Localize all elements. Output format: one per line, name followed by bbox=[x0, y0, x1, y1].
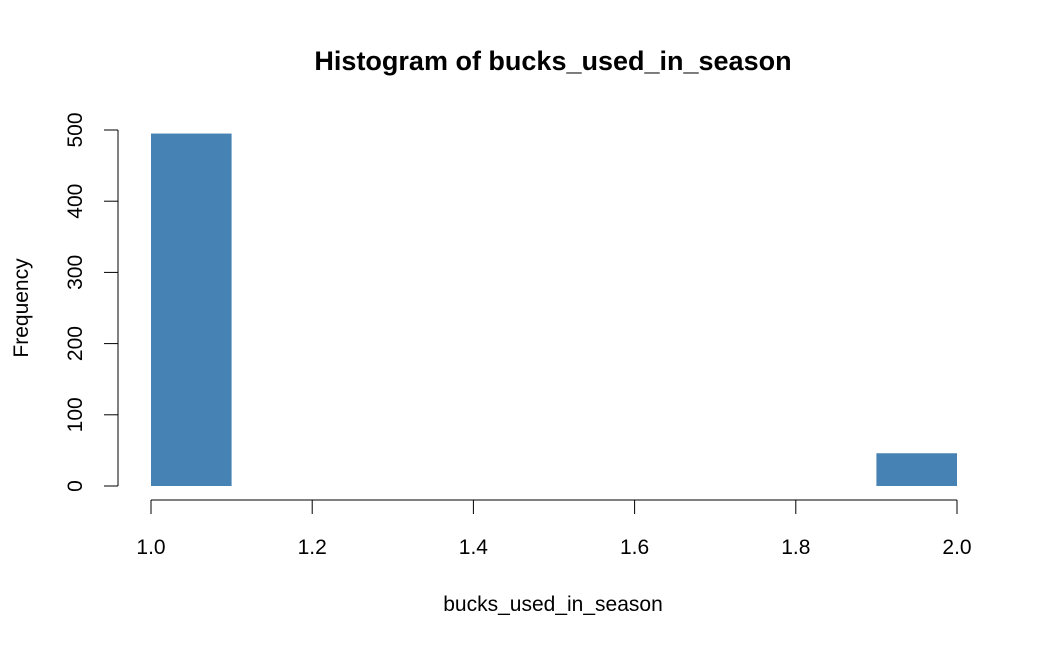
histogram-bar-0 bbox=[151, 133, 232, 486]
x-tick-label-1: 1.2 bbox=[298, 536, 327, 559]
x-tick-label-2: 1.4 bbox=[459, 536, 489, 559]
y-tick-label-3: 300 bbox=[64, 255, 87, 290]
y-tick-label-4: 400 bbox=[64, 184, 87, 219]
x-axis-label: bucks_used_in_season bbox=[443, 593, 663, 616]
x-axis: 1.0 1.2 1.4 1.6 1.8 2.0 bbox=[136, 499, 972, 559]
y-tick-label-0: 0 bbox=[64, 480, 87, 492]
x-tick-label-0: 1.0 bbox=[136, 536, 165, 559]
y-tick-label-2: 200 bbox=[64, 326, 87, 361]
y-tick-label-5: 500 bbox=[64, 112, 87, 147]
x-tick-label-5: 2.0 bbox=[942, 536, 971, 559]
plot-area bbox=[151, 133, 957, 486]
y-axis: 0 100 200 300 400 500 bbox=[64, 112, 119, 492]
y-tick-label-1: 100 bbox=[64, 397, 87, 432]
y-axis-label: Frequency bbox=[10, 258, 33, 358]
x-tick-label-4: 1.8 bbox=[781, 536, 810, 559]
chart-title: Histogram of bucks_used_in_season bbox=[314, 46, 791, 76]
x-tick-label-3: 1.6 bbox=[620, 536, 649, 559]
histogram-bar-1 bbox=[876, 453, 957, 486]
